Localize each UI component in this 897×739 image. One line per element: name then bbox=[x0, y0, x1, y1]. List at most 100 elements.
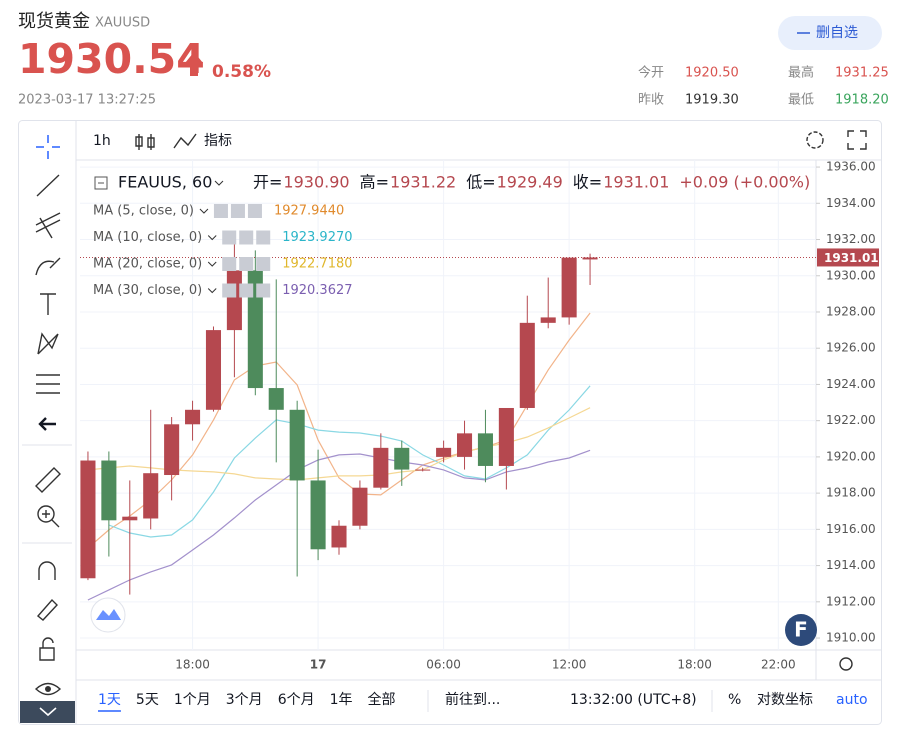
ma-legend-button[interactable] bbox=[230, 204, 245, 218]
candle-body bbox=[226, 270, 242, 331]
fib-tool[interactable] bbox=[35, 212, 61, 239]
candle-body bbox=[205, 330, 222, 410]
up-arrow bbox=[185, 52, 203, 76]
ma-legend-button[interactable] bbox=[239, 230, 254, 245]
line-tool[interactable] bbox=[36, 174, 60, 197]
ohlc-label: 开= bbox=[253, 173, 282, 192]
goto[interactable]: 前往到... bbox=[445, 691, 500, 708]
candle-body bbox=[122, 516, 138, 521]
indicator-icon[interactable] bbox=[173, 133, 197, 149]
y-tick-label: 1912.00 bbox=[826, 594, 876, 608]
back-arrow[interactable] bbox=[38, 417, 56, 431]
y-tick-label: 1928.00 bbox=[826, 304, 876, 318]
crosshair-tool[interactable] bbox=[36, 135, 60, 159]
range-button[interactable]: 1年 bbox=[330, 692, 353, 708]
ma-legend-button[interactable] bbox=[256, 283, 271, 298]
ma-legend-button[interactable] bbox=[213, 204, 228, 218]
text-tool[interactable] bbox=[40, 293, 56, 315]
range-button[interactable]: 1个月 bbox=[174, 692, 211, 708]
ohlc-value: 1930.90 bbox=[283, 173, 349, 192]
logo-icon bbox=[96, 609, 121, 620]
y-tick-label: 1920.00 bbox=[826, 449, 876, 463]
stat-value: 1931.25 bbox=[835, 66, 889, 81]
y-tick-label: 1934.00 bbox=[826, 196, 876, 210]
candle-body bbox=[436, 447, 452, 457]
candle-body bbox=[268, 388, 284, 410]
collapse-icon bbox=[39, 707, 57, 717]
ma-legend-button[interactable] bbox=[256, 257, 271, 271]
x-tick-label: 17 bbox=[310, 658, 327, 672]
candle-body bbox=[164, 424, 180, 476]
range-button[interactable]: 5天 bbox=[136, 692, 159, 708]
candle-body bbox=[498, 407, 514, 466]
collapse-button[interactable] bbox=[20, 701, 75, 723]
log-toggle[interactable]: 对数坐标 bbox=[757, 692, 813, 708]
ma-legend-button[interactable] bbox=[239, 283, 254, 298]
ohlc-label: 高= bbox=[360, 173, 389, 192]
indicators[interactable]: 指标 bbox=[204, 133, 232, 149]
interval[interactable]: 1h bbox=[93, 133, 111, 149]
ma-legend-button[interactable] bbox=[222, 230, 237, 245]
ma-legend-name: MA (5, close, 0) bbox=[93, 204, 194, 219]
ma-legend-value: 1923.9270 bbox=[282, 230, 352, 245]
symbol: XAUUSD bbox=[95, 16, 150, 31]
x-tick-label: 12:00 bbox=[552, 658, 587, 672]
ma-chevron bbox=[207, 235, 217, 241]
y-tick-label: 1926.00 bbox=[826, 341, 876, 355]
zoom-icon bbox=[42, 510, 60, 528]
clock: 13:32:00 (UTC+8) bbox=[570, 692, 697, 708]
stat-label: 最低 bbox=[788, 93, 814, 108]
ma-chevron bbox=[199, 208, 209, 214]
candle-body bbox=[540, 317, 556, 323]
title: 现货黄金 bbox=[18, 11, 90, 32]
lock-tool[interactable] bbox=[39, 637, 55, 661]
remove-watch-button[interactable] bbox=[778, 16, 882, 50]
y-tick-label: 1922.00 bbox=[826, 413, 876, 427]
ohlc-value: 1931.22 bbox=[390, 173, 456, 192]
auto-toggle[interactable]: auto bbox=[836, 692, 868, 708]
range-button[interactable]: 全部 bbox=[368, 691, 396, 708]
zoom-tool[interactable] bbox=[37, 505, 55, 523]
ma-legend-button[interactable] bbox=[222, 283, 237, 298]
ma-legend-button[interactable] bbox=[222, 257, 237, 271]
candle-body bbox=[373, 447, 389, 488]
candle-body bbox=[310, 480, 326, 550]
axis-settings[interactable] bbox=[839, 657, 853, 671]
ma-legend-button[interactable] bbox=[247, 204, 262, 218]
candle-body bbox=[80, 460, 96, 579]
legend-symbol: FEAUUS, 60 bbox=[118, 173, 212, 192]
price: 1930.54 bbox=[18, 35, 205, 83]
ma-legend-value: 1927.9440 bbox=[274, 204, 344, 219]
prediction-tool[interactable] bbox=[36, 374, 60, 394]
timestamp: 2023-03-17 13:27:25 bbox=[18, 93, 156, 108]
x-tick-label: 18:00 bbox=[677, 658, 712, 672]
range-button[interactable]: 3个月 bbox=[226, 692, 263, 708]
legend-change: +0.09 (+0.00%) bbox=[679, 173, 810, 192]
ruler-tool[interactable] bbox=[35, 467, 61, 493]
range-button[interactable]: 1天 bbox=[98, 692, 121, 708]
ma-legend-name: MA (20, close, 0) bbox=[93, 257, 202, 272]
pattern-tool[interactable] bbox=[37, 332, 59, 355]
ohlc-label: 收= bbox=[573, 173, 602, 192]
button-label[interactable]: 删自选 bbox=[816, 25, 858, 41]
collapse-legend[interactable] bbox=[94, 176, 108, 190]
candle-body bbox=[394, 447, 410, 470]
ma-legend-button[interactable] bbox=[256, 230, 271, 245]
magnet-tool[interactable] bbox=[38, 561, 56, 580]
range-button[interactable]: 6个月 bbox=[278, 692, 315, 708]
f-badge[interactable] bbox=[785, 614, 817, 646]
percent-toggle[interactable]: % bbox=[728, 692, 741, 708]
ma-legend-button[interactable] bbox=[239, 257, 254, 271]
lock-draw-tool[interactable] bbox=[36, 598, 58, 621]
settings-icon[interactable] bbox=[806, 131, 824, 149]
eye-tool[interactable] bbox=[34, 682, 62, 696]
y-tick-label: 1936.00 bbox=[826, 160, 876, 174]
brush-tool[interactable] bbox=[35, 257, 61, 276]
ma-legend-value: 1922.7180 bbox=[282, 257, 352, 272]
fullscreen-icon[interactable] bbox=[847, 130, 867, 150]
candle-body bbox=[185, 409, 201, 425]
y-tick-label: 1910.00 bbox=[826, 631, 876, 645]
chart-type-icon[interactable] bbox=[135, 134, 155, 150]
candle-body bbox=[331, 525, 347, 548]
ma-legend-name: MA (30, close, 0) bbox=[93, 283, 202, 298]
